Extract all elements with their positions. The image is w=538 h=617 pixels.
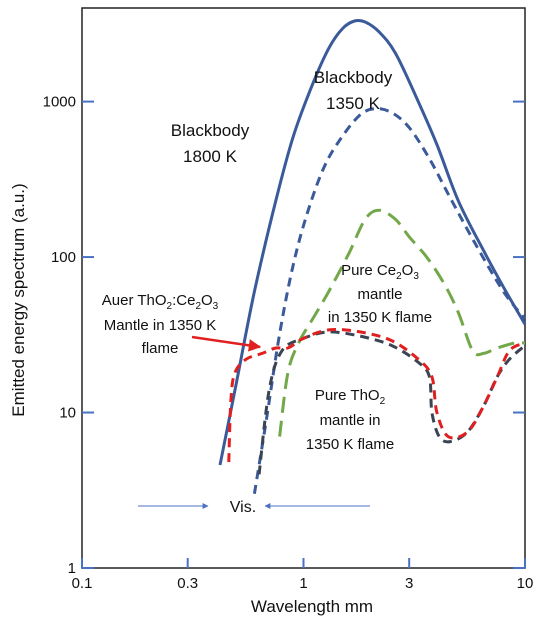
visible-range-label: Vis.	[230, 499, 256, 516]
annotation-ce2o3-line3: in 1350 K flame	[328, 309, 432, 326]
annotation-ce2o3-line2: mantle	[357, 286, 402, 303]
y-axis-label: Emitted energy spectrum (a.u.)	[9, 183, 28, 416]
annotation-bb1350-line2: 1350 K	[326, 94, 381, 113]
series-line-auer	[227, 327, 526, 463]
annotation-tho2-line2: mantle in	[320, 412, 381, 429]
series-line-ce2o3	[278, 208, 526, 437]
x-tick-label-4: 10	[517, 575, 534, 592]
y-tick-label-1: 10	[59, 405, 76, 422]
axis-ticks	[81, 100, 526, 569]
annotation-ce2o3: Pure Ce2O3 mantle in 1350 K flame	[328, 262, 432, 326]
axis-tick-labels: 0.1 0.3 1 3 10 1 10 100 1000	[43, 94, 534, 592]
annotation-tho2-line1: Pure ThO2	[315, 387, 386, 407]
y-tick-label-2: 100	[51, 249, 76, 266]
x-tick-label-1: 0.3	[177, 575, 198, 592]
y-tick-label-0: 1	[68, 560, 76, 577]
annotation-blackbody-1800k: Blackbody 1800 K	[171, 121, 250, 166]
series-line-bb1800	[218, 18, 527, 466]
annotation-ce2o3-line1: Pure Ce2O3	[341, 262, 419, 282]
x-tick-label-3: 3	[405, 575, 413, 592]
annotation-auer-line3: flame	[142, 340, 179, 357]
x-axis-label: Wavelength mm	[251, 597, 373, 616]
annotation-bb1800-line1: Blackbody	[171, 121, 250, 140]
annotation-tho2-line3: 1350 K flame	[306, 436, 394, 453]
x-tick-label-2: 1	[299, 575, 307, 592]
y-tick-label-3: 1000	[43, 94, 76, 111]
annotation-auer-line2: Mantle in 1350 K	[104, 317, 217, 334]
series-line-bb1350	[252, 107, 527, 495]
annotation-auer-mantle: Auer ThO2:Ce2O3 Mantle in 1350 K flame	[102, 292, 219, 357]
annotation-bb1800-line2: 1800 K	[183, 147, 238, 166]
annotation-auer-line1: Auer ThO2:Ce2O3	[102, 292, 219, 312]
annotation-bb1350-line1: Blackbody	[314, 68, 393, 87]
plot-frame	[81, 7, 526, 569]
visible-range-marker: Vis.	[138, 499, 370, 516]
annotation-tho2: Pure ThO2 mantle in 1350 K flame	[306, 387, 394, 453]
series-curves	[218, 18, 527, 495]
annotation-blackbody-1350k: Blackbody 1350 K	[314, 68, 393, 113]
x-tick-label-0: 0.1	[72, 575, 93, 592]
annotation-auer-arrow	[191, 335, 262, 352]
